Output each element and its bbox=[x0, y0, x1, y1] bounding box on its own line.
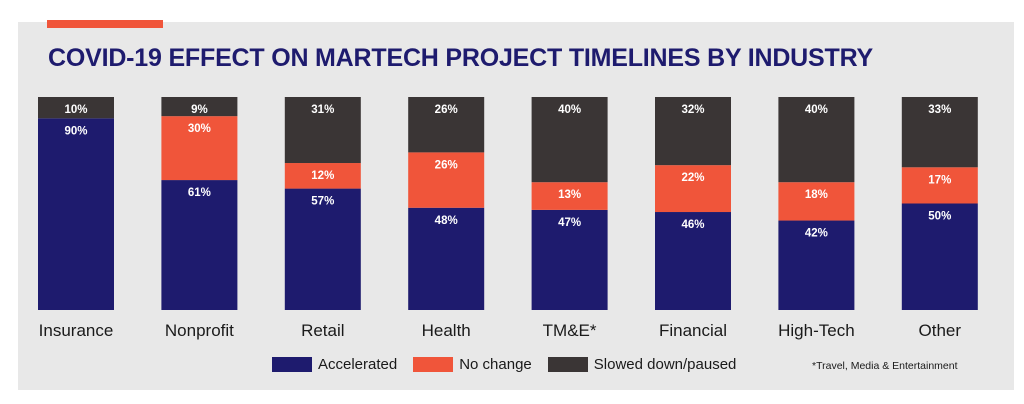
bar-segment-slowed bbox=[161, 97, 238, 117]
bar-segment-no-change bbox=[778, 182, 855, 221]
value-labels-group: 90% 10% 61% 30% 9% 57% 12% 31% 48% 26% 26% 47% 13% 40… bbox=[64, 104, 951, 240]
data-label-accelerated: 47% bbox=[558, 217, 581, 229]
legend: Accelerated No change Slowed down/paused bbox=[272, 356, 752, 373]
legend-item-slowed: Slowed down/paused bbox=[547, 356, 737, 373]
category-label: Financial bbox=[659, 321, 727, 340]
data-label-slowed: 10% bbox=[64, 104, 87, 116]
bar-segment-slowed bbox=[655, 97, 731, 166]
data-label-accelerated: 90% bbox=[64, 125, 87, 137]
category-label: TM&E* bbox=[543, 321, 597, 340]
bar-segment-slowed bbox=[408, 97, 485, 153]
bar-segment-no-change bbox=[161, 116, 238, 181]
bar-segment-no-change bbox=[901, 167, 978, 204]
legend-swatch-slowed bbox=[547, 357, 588, 372]
bar-segment-accelerated bbox=[161, 180, 238, 310]
bar-segment-accelerated bbox=[408, 207, 485, 310]
legend-swatch-no-change bbox=[413, 357, 454, 372]
category-label: Other bbox=[919, 321, 962, 340]
category-label: Insurance bbox=[39, 321, 114, 340]
data-label-no-change: 26% bbox=[435, 159, 458, 171]
data-label-slowed: 31% bbox=[311, 104, 334, 116]
bar-segment-no-change bbox=[531, 182, 608, 210]
bar-segment-slowed bbox=[901, 97, 978, 168]
data-label-no-change: 30% bbox=[188, 123, 211, 135]
title-accent-bar bbox=[47, 20, 163, 28]
legend-label-accelerated: Accelerated bbox=[318, 356, 398, 373]
category-label: High-Tech bbox=[778, 321, 855, 340]
data-label-accelerated: 61% bbox=[188, 187, 211, 199]
bar-segment-slowed bbox=[778, 97, 855, 183]
footnote: *Travel, Media & Entertainment bbox=[812, 360, 958, 372]
bar-segment-accelerated bbox=[778, 220, 855, 310]
data-label-accelerated: 57% bbox=[311, 196, 334, 208]
bar-segment-slowed bbox=[38, 97, 114, 119]
data-label-no-change: 18% bbox=[805, 189, 828, 201]
legend-swatch-accelerated bbox=[272, 357, 312, 372]
bar-segment-accelerated bbox=[284, 188, 361, 310]
data-label-no-change: 12% bbox=[311, 170, 334, 182]
data-label-no-change: 13% bbox=[558, 189, 581, 201]
bar-segment-no-change bbox=[408, 152, 485, 208]
data-label-accelerated: 46% bbox=[681, 219, 704, 231]
bar-segment-accelerated bbox=[531, 209, 608, 310]
category-labels-group: Insurance Nonprofit Retail Health TM&E* Finan… bbox=[39, 321, 962, 340]
category-label: Nonprofit bbox=[165, 321, 234, 340]
bar-segment-accelerated bbox=[655, 212, 731, 310]
bar-segment-slowed bbox=[284, 97, 361, 164]
bar-segment-no-change bbox=[284, 163, 361, 189]
data-label-slowed: 9% bbox=[191, 104, 208, 116]
bars-group bbox=[38, 97, 978, 310]
legend-label-slowed: Slowed down/paused bbox=[593, 356, 737, 373]
bar-segment-no-change bbox=[655, 165, 731, 213]
bar-segment-slowed bbox=[531, 97, 608, 183]
category-label: Retail bbox=[301, 321, 344, 340]
chart-title: COVID-19 EFFECT ON MARTECH PROJECT TIMEL… bbox=[48, 44, 873, 72]
data-label-no-change: 22% bbox=[681, 172, 704, 184]
legend-label-no-change: No change bbox=[459, 356, 532, 373]
legend-item-no-change: No change bbox=[413, 356, 532, 373]
bar-segment-accelerated bbox=[901, 203, 978, 310]
data-label-slowed: 33% bbox=[928, 104, 951, 116]
data-label-slowed: 32% bbox=[681, 104, 704, 116]
data-label-accelerated: 50% bbox=[928, 211, 951, 223]
data-label-slowed: 40% bbox=[805, 104, 828, 116]
data-label-slowed: 26% bbox=[435, 104, 458, 116]
bar-segment-accelerated bbox=[38, 118, 114, 310]
data-label-slowed: 40% bbox=[558, 104, 581, 116]
data-label-accelerated: 48% bbox=[435, 215, 458, 227]
category-label: Health bbox=[422, 321, 471, 340]
data-label-no-change: 17% bbox=[928, 174, 951, 186]
data-label-accelerated: 42% bbox=[805, 228, 828, 240]
legend-item-accelerated: Accelerated bbox=[272, 356, 397, 373]
